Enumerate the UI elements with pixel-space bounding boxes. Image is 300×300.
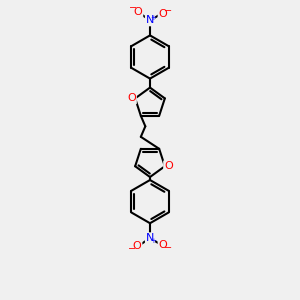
Text: N: N	[146, 233, 154, 243]
Text: −: −	[128, 244, 136, 254]
Text: O: O	[158, 9, 167, 19]
Text: −: −	[164, 6, 172, 16]
Text: O: O	[134, 7, 142, 17]
Text: O: O	[133, 241, 142, 251]
Text: +: +	[150, 15, 156, 21]
Text: −: −	[164, 243, 172, 253]
Text: O: O	[158, 240, 167, 250]
Text: O: O	[164, 161, 173, 171]
Text: +: +	[150, 238, 156, 244]
Text: O: O	[127, 93, 136, 103]
Text: N: N	[146, 15, 154, 26]
Text: −: −	[129, 3, 138, 14]
